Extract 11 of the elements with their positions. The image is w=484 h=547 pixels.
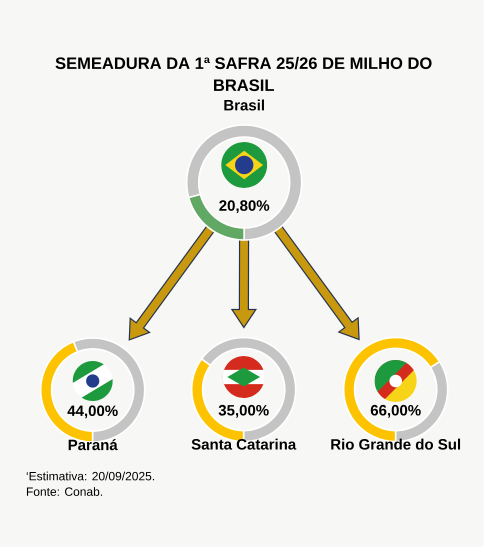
text: Paraná — [68, 439, 118, 450]
text: Rio Grande do Sul — [331, 438, 460, 450]
data-label: 44,00% — [68, 405, 118, 418]
text: SEMEADURA DA 1ª SAFRA 25/26 DE MILHO DO BRASIL — [56, 56, 432, 92]
data-label: 35,00% — [218, 404, 269, 418]
chart-title: Brasil — [224, 99, 264, 111]
data-label: 20,80% — [219, 200, 270, 214]
text: Santa Catarina — [192, 438, 296, 450]
text: ‘Estimativa: 20/09/2025. — [26, 472, 154, 480]
data-label: 66,00% — [370, 404, 421, 418]
source-note: Fonte: Conab. — [27, 487, 102, 496]
